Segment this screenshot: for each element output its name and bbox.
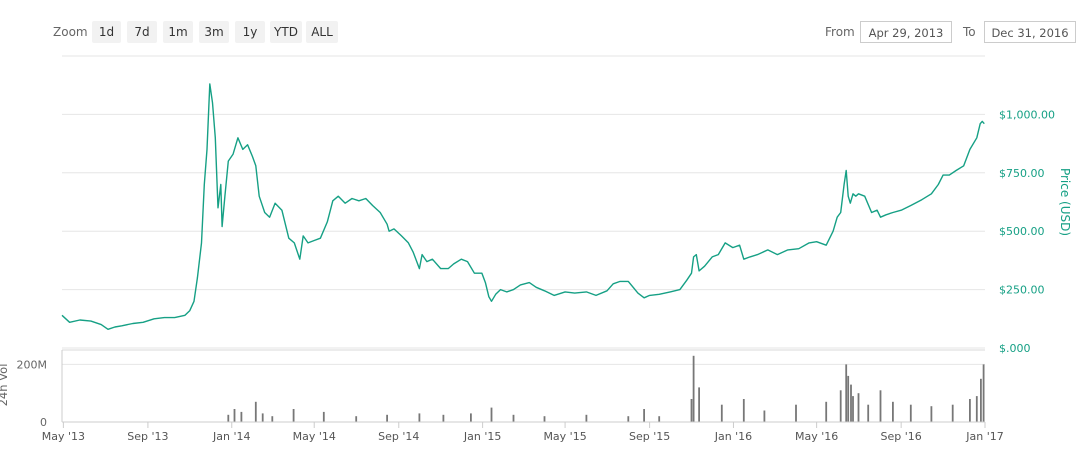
chart-toolbar: Zoom 1d 7d 1m 3m 1y YTD ALL From Apr 29,… xyxy=(0,0,1080,60)
volume-bar xyxy=(763,410,766,422)
volume-bar xyxy=(442,414,445,422)
x-tick-label: May '13 xyxy=(42,430,85,443)
volume-bar xyxy=(852,396,854,422)
volume-bar xyxy=(292,409,295,422)
zoom-1m-button[interactable]: 1m xyxy=(163,21,193,43)
volume-bar xyxy=(867,404,870,422)
volume-bar xyxy=(261,413,264,422)
volume-bar xyxy=(690,399,693,422)
volume-bar xyxy=(982,364,985,422)
x-tick-label: May '14 xyxy=(293,430,336,443)
volume-bar xyxy=(850,384,852,422)
volume-bar xyxy=(930,406,933,422)
volume-bar xyxy=(233,409,236,422)
volume-bar xyxy=(627,416,630,422)
volume-bar xyxy=(825,401,828,422)
to-date-input[interactable]: Dec 31, 2016 xyxy=(984,21,1076,43)
volume-bar xyxy=(969,399,971,422)
x-tick-label: Sep '16 xyxy=(881,430,922,443)
volume-axis-ticks: 0 200M xyxy=(17,358,48,429)
x-tick-label: Sep '15 xyxy=(629,430,670,443)
volume-bar xyxy=(386,414,388,422)
volume-bar xyxy=(795,404,797,422)
zoom-label: Zoom xyxy=(53,25,88,39)
volume-bar xyxy=(227,414,230,422)
volume-bar xyxy=(355,416,358,422)
volume-bar xyxy=(240,411,243,422)
volume-bar xyxy=(980,378,982,422)
x-tick-label: Jan '16 xyxy=(714,430,752,443)
zoom-7d-button[interactable]: 7d xyxy=(127,21,157,43)
x-tick-label: Sep '14 xyxy=(378,430,419,443)
volume-bar xyxy=(975,396,978,422)
to-label: To xyxy=(963,25,976,39)
x-tick-label: Jan '17 xyxy=(965,430,1003,443)
volume-bar xyxy=(512,414,515,422)
volume-bar xyxy=(892,401,894,422)
x-tick-label: Jan '15 xyxy=(463,430,501,443)
x-tick-label: May '15 xyxy=(543,430,586,443)
price-tick-label: $750.00 xyxy=(999,167,1045,180)
price-gridlines xyxy=(62,55,985,349)
x-tick-label: May '16 xyxy=(795,430,838,443)
volume-bar xyxy=(585,414,588,422)
volume-bar xyxy=(698,387,700,422)
x-tick-label: Sep '13 xyxy=(127,430,168,443)
volume-bar xyxy=(322,411,325,422)
price-tick-label: $.000 xyxy=(999,342,1031,355)
volume-bar xyxy=(418,413,421,422)
x-tick-label: Jan '14 xyxy=(212,430,250,443)
volume-bar xyxy=(643,409,645,422)
volume-bar xyxy=(857,393,860,422)
volume-bar xyxy=(847,375,850,422)
price-tick-label: $1,000.00 xyxy=(999,108,1055,121)
volume-tick-label: 200M xyxy=(17,358,48,371)
volume-bar xyxy=(951,404,954,422)
zoom-1d-button[interactable]: 1d xyxy=(92,21,121,43)
zoom-3m-button[interactable]: 3m xyxy=(199,21,229,43)
from-date-input[interactable]: Apr 29, 2013 xyxy=(860,21,952,43)
volume-bar xyxy=(470,413,472,422)
volume-bar xyxy=(254,401,257,422)
volume-bar xyxy=(839,390,842,422)
volume-bar xyxy=(845,364,848,422)
volume-bar xyxy=(543,416,546,422)
volume-bar xyxy=(692,355,695,422)
volume-bar xyxy=(909,404,912,422)
volume-bar xyxy=(271,416,274,422)
volume-bar xyxy=(742,399,745,422)
price-axis-title: Price (USD) xyxy=(1058,168,1072,236)
volume-bar xyxy=(720,404,723,422)
volume-bar xyxy=(879,390,882,422)
volume-tick-label: 0 xyxy=(40,416,47,429)
zoom-all-button[interactable]: ALL xyxy=(306,21,338,43)
price-tick-label: $500.00 xyxy=(999,225,1045,238)
price-series-line xyxy=(61,83,985,330)
from-label: From xyxy=(825,25,855,39)
price-tick-label: $250.00 xyxy=(999,284,1045,297)
price-axis-ticks: $.000 $250.00 $500.00 $750.00 $1,000.00 xyxy=(999,108,1055,355)
zoom-ytd-button[interactable]: YTD xyxy=(270,21,302,43)
x-axis-ticks: May '13 Sep '13 Jan '14 May '14 Sep '14 Jan '… xyxy=(42,422,1004,443)
volume-bars xyxy=(227,355,985,422)
volume-axis-title: 24h Vol xyxy=(0,364,10,407)
volume-bar xyxy=(658,416,661,422)
zoom-1y-button[interactable]: 1y xyxy=(235,21,265,43)
volume-bar xyxy=(490,407,493,422)
